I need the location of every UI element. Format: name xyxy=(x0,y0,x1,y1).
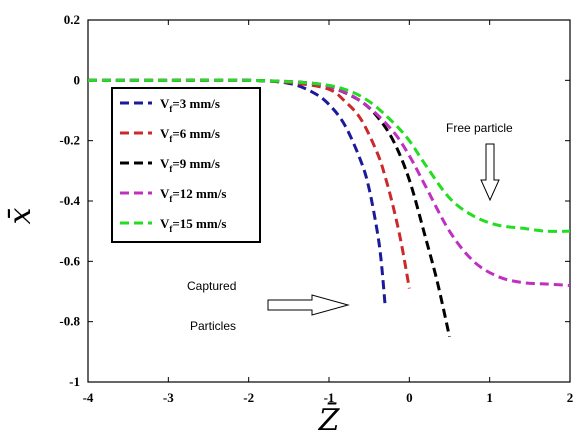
x-axis-ticks: -4 -3 -2 -1 0 1 2 xyxy=(83,20,574,405)
legend-label-rest: =12 mm/s xyxy=(172,186,226,201)
down-arrow-icon xyxy=(480,143,500,202)
legend-label-main: V xyxy=(160,186,170,201)
y-tick-label: -0.8 xyxy=(59,314,80,329)
right-arrow-icon xyxy=(267,294,350,316)
legend-label-main: V xyxy=(160,216,170,231)
legend-label-rest: =3 mm/s xyxy=(172,96,220,111)
y-tick-label: -0.2 xyxy=(59,133,80,148)
legend-label-5: Vf=15 mm/s xyxy=(160,216,226,234)
legend-label-4: Vf=12 mm/s xyxy=(160,186,226,204)
legend-label-main: V xyxy=(160,96,170,111)
y-axis-title: x̄ xyxy=(3,207,38,224)
y-axis-ticks: 0.2 0 -0.2 -0.4 -0.6 -0.8 -1 xyxy=(59,12,570,389)
legend-label-subscript: f xyxy=(169,164,173,174)
series-lines xyxy=(88,78,571,338)
y-tick-label: 0 xyxy=(74,72,81,87)
legend-items: Vf=3 mm/sVf=6 mm/sVf=9 mm/sVf=12 mm/sVf=… xyxy=(120,96,226,234)
y-tick-label: -1 xyxy=(69,374,80,389)
legend-label-main: V xyxy=(160,126,170,141)
legend-label-rest: =6 mm/s xyxy=(172,126,220,141)
series-line-5 xyxy=(88,78,571,233)
legend-label-subscript: f xyxy=(169,194,173,204)
legend-label-main: V xyxy=(160,156,170,171)
legend-label-subscript: f xyxy=(169,134,173,144)
x-tick-label: -1 xyxy=(324,390,335,405)
legend: Vf=3 mm/sVf=6 mm/sVf=9 mm/sVf=12 mm/sVf=… xyxy=(111,87,261,243)
captured-label-line2: Particles xyxy=(190,319,236,333)
series-line-4 xyxy=(88,78,571,287)
x-tick-label: 2 xyxy=(567,390,574,405)
x-axis-title: Z̄ xyxy=(318,402,341,437)
free-particle-annotation: Free particle xyxy=(446,121,513,202)
x-tick-label: -3 xyxy=(163,390,174,405)
legend-label-1: Vf=3 mm/s xyxy=(160,96,220,114)
legend-label-2: Vf=6 mm/s xyxy=(160,126,220,144)
y-tick-label: 0.2 xyxy=(64,12,80,27)
y-tick-label: -0.4 xyxy=(59,193,80,208)
free-particle-label: Free particle xyxy=(446,121,513,135)
legend-label-3: Vf=9 mm/s xyxy=(160,156,220,174)
x-tick-label: 0 xyxy=(406,390,413,405)
legend-label-rest: =9 mm/s xyxy=(172,156,220,171)
legend-label-rest: =15 mm/s xyxy=(172,216,226,231)
legend-label-subscript: f xyxy=(169,224,173,234)
y-tick-label: -0.6 xyxy=(59,253,80,268)
legend-label-subscript: f xyxy=(169,104,173,114)
legend-box xyxy=(111,87,261,243)
captured-label-line1: Captured xyxy=(187,279,236,293)
x-tick-label: -4 xyxy=(83,390,94,405)
captured-particles-annotation: Captured Particles xyxy=(187,279,350,333)
x-tick-label: 1 xyxy=(486,390,493,405)
x-tick-label: -2 xyxy=(243,390,254,405)
